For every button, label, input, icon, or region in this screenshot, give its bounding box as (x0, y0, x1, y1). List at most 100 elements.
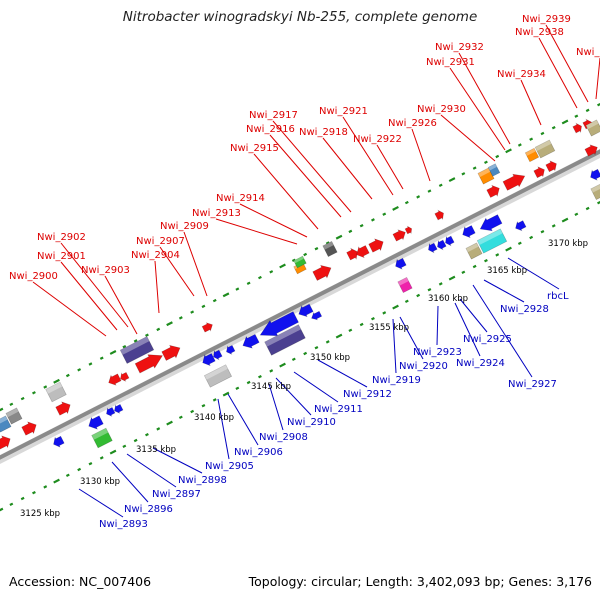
gene-label[interactable]: Nwi_2902 (37, 232, 86, 243)
gene-label[interactable]: Nwi_2897 (152, 489, 201, 500)
gene-feature[interactable] (106, 372, 122, 387)
gene-label[interactable]: Nwi_2911 (314, 404, 363, 415)
gene-feature[interactable] (322, 240, 338, 258)
gene-feature[interactable] (404, 225, 414, 235)
gene-feature[interactable] (0, 433, 13, 451)
gene-label[interactable]: Nwi_2928 (500, 304, 549, 315)
gene-label[interactable]: Nwi_2925 (463, 334, 512, 345)
gene-label[interactable]: Nwi_2921 (319, 106, 368, 117)
gene-feature[interactable] (55, 399, 73, 417)
gene-feature[interactable] (224, 344, 236, 356)
gene-label[interactable]: Nwi_2913 (192, 208, 241, 219)
gene-label[interactable]: Nwi_2919 (372, 375, 421, 386)
gene-feature[interactable] (584, 142, 600, 157)
gene-label[interactable]: Nwi_2920 (399, 361, 448, 372)
gene-feature[interactable] (51, 435, 65, 449)
gene-label[interactable]: Nwi_2905 (205, 461, 254, 472)
gene-feature[interactable] (545, 159, 559, 173)
gene-label[interactable]: Nwi_2903 (81, 265, 130, 276)
gene-feature[interactable] (465, 242, 483, 260)
gene-feature[interactable] (45, 381, 67, 403)
gene-label[interactable]: Nwi_2908 (259, 432, 308, 443)
gene-feature[interactable] (134, 349, 166, 375)
gene-label[interactable]: Nwi_2906 (234, 447, 283, 458)
gene-feature[interactable] (426, 242, 438, 255)
gene-label[interactable]: Nwi_2923 (413, 347, 462, 358)
gene-label[interactable]: Nwi_2940 (576, 47, 600, 58)
gene-feature[interactable] (104, 406, 116, 418)
gene-feature[interactable] (312, 262, 334, 283)
gene-label[interactable]: Nwi_2939 (522, 14, 571, 25)
gene-feature[interactable] (477, 213, 503, 235)
gene-feature[interactable] (397, 276, 413, 294)
gene-label[interactable]: Nwi_2922 (353, 134, 402, 145)
gene-feature[interactable] (118, 371, 130, 383)
gene-feature[interactable] (256, 309, 299, 342)
gene-feature[interactable] (502, 170, 528, 192)
gene-label[interactable]: rbcL (547, 291, 569, 302)
gene-feature[interactable] (264, 324, 306, 356)
gene-label[interactable]: Nwi_2932 (435, 42, 484, 53)
gene-label[interactable]: Nwi_2896 (124, 504, 173, 515)
gene-label[interactable]: Nwi_2904 (131, 250, 180, 261)
gene-feature[interactable] (240, 333, 260, 352)
gene-feature[interactable] (590, 183, 600, 201)
gene-feature[interactable] (487, 163, 501, 177)
gene-feature[interactable] (572, 122, 584, 135)
gene-label[interactable]: Nwi_2912 (343, 389, 392, 400)
gene-label[interactable]: Nwi_2907 (136, 236, 185, 247)
gene-label[interactable]: Nwi_2938 (515, 27, 564, 38)
gene-feature[interactable] (435, 239, 447, 252)
gene-label[interactable]: Nwi_2901 (37, 251, 86, 262)
gene-feature[interactable] (0, 415, 12, 433)
gene-feature[interactable] (293, 255, 307, 269)
gene-feature[interactable] (534, 139, 556, 159)
track-dot (88, 461, 93, 466)
gene-label[interactable]: Nwi_2914 (216, 193, 265, 204)
gene-label[interactable]: Nwi_2893 (99, 519, 148, 530)
gene-label[interactable]: Nwi_2910 (287, 417, 336, 428)
gene-feature[interactable] (513, 219, 527, 232)
gene-feature[interactable] (588, 168, 600, 182)
gene-label[interactable]: Nwi_2917 (249, 110, 298, 121)
gene-label[interactable]: Nwi_2927 (508, 379, 557, 390)
gene-label[interactable]: Nwi_2898 (178, 475, 227, 486)
gene-feature[interactable] (211, 349, 223, 362)
gene-label[interactable]: Nwi_2926 (388, 118, 437, 129)
gene-feature[interactable] (200, 352, 216, 368)
gene-feature[interactable] (91, 427, 113, 449)
gene-label[interactable]: Nwi_2931 (426, 57, 475, 68)
gene-label[interactable]: Nwi_2918 (299, 127, 348, 138)
gene-feature[interactable] (434, 209, 446, 222)
gene-feature[interactable] (5, 407, 23, 425)
gene-feature[interactable] (119, 336, 155, 364)
gene-feature[interactable] (368, 236, 386, 254)
gene-feature[interactable] (533, 165, 547, 179)
gene-feature[interactable] (310, 310, 323, 322)
gene-feature[interactable] (21, 419, 39, 437)
gene-feature[interactable] (354, 244, 370, 260)
gene-feature[interactable] (443, 235, 455, 248)
gene-label[interactable]: Nwi_2915 (230, 143, 279, 154)
track-dot (235, 287, 240, 291)
gene-label[interactable]: Nwi_2930 (417, 104, 466, 115)
gene-feature[interactable] (585, 119, 600, 137)
gene-feature[interactable] (296, 302, 314, 319)
gene-label[interactable]: Nwi_2924 (456, 358, 505, 369)
gene-feature[interactable] (112, 403, 124, 415)
gene-label[interactable]: Nwi_2916 (246, 124, 295, 135)
gene-label[interactable]: Nwi_2900 (9, 271, 58, 282)
gene-feature[interactable] (486, 183, 502, 199)
gene-label[interactable]: Nwi_2909 (160, 221, 209, 232)
gene-feature[interactable] (392, 227, 408, 242)
gene-feature[interactable] (524, 147, 540, 163)
gene-label[interactable]: Nwi_2934 (497, 69, 546, 80)
gene-feature[interactable] (203, 364, 233, 388)
gene-feature[interactable] (86, 414, 104, 432)
gene-feature[interactable] (460, 224, 476, 240)
gene-feature[interactable] (161, 342, 183, 363)
gene-feature[interactable] (476, 228, 508, 254)
gene-feature[interactable] (201, 321, 215, 334)
gene-feature[interactable] (346, 246, 360, 261)
gene-feature[interactable] (393, 257, 407, 271)
